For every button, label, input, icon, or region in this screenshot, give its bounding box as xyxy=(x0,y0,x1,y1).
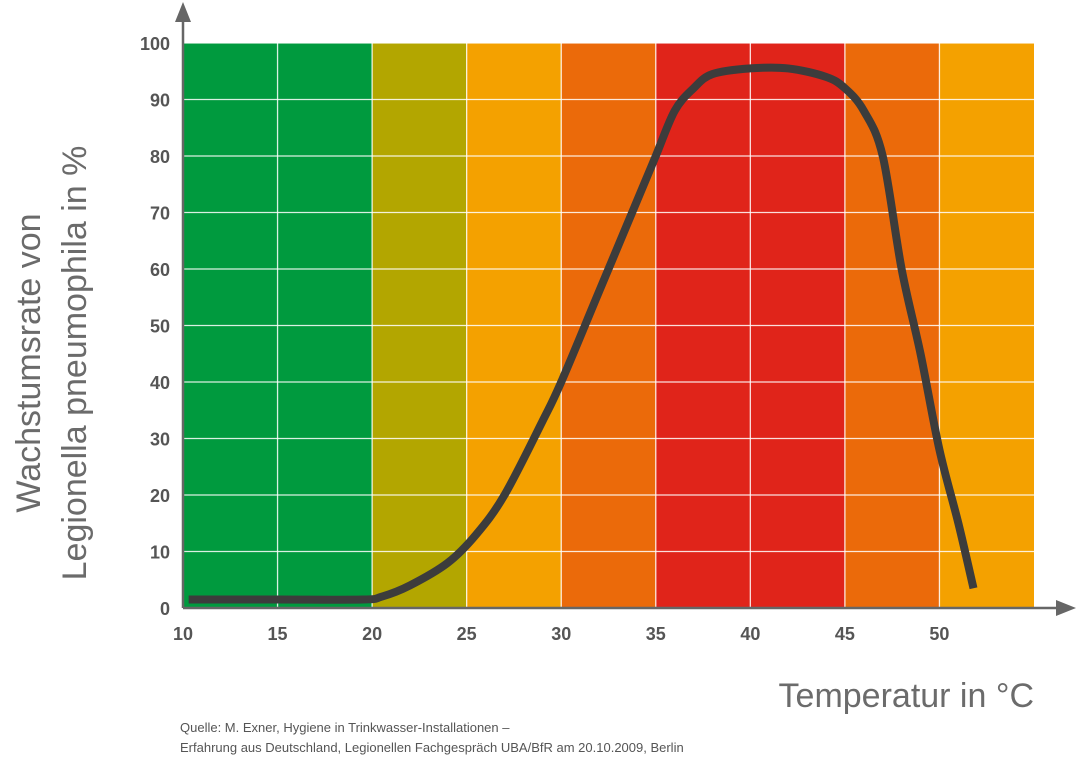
series-layer xyxy=(188,63,978,604)
y-tick-label-4: 40 xyxy=(150,373,170,393)
chart: 10 15 20 25 30 35 40 45 50 010203040506070809010… xyxy=(10,2,1076,715)
axes xyxy=(175,2,1076,616)
y-tick-label-6: 60 xyxy=(150,260,170,280)
x-tick-label-2: 20 xyxy=(362,624,382,644)
x-tick-label-5: 35 xyxy=(646,624,666,644)
x-tick-label-0: 10 xyxy=(173,624,193,644)
y-tick-label-8: 80 xyxy=(150,147,170,167)
y-tick-label-9: 90 xyxy=(150,91,170,111)
source-line-2: Erfahrung aus Deutschland, Legionellen F… xyxy=(180,740,684,755)
x-tick-label-6: 40 xyxy=(740,624,760,644)
source-note: Quelle: M. Exner, Hygiene in Trinkwasser… xyxy=(180,718,684,758)
y-axis-title: Wachstumsrate von Legionella pneumophila… xyxy=(10,146,94,581)
x-axis-title: Temperatur in °C xyxy=(779,677,1034,715)
source-line-1: Quelle: M. Exner, Hygiene in Trinkwasser… xyxy=(180,720,510,735)
x-tick-label-1: 15 xyxy=(268,624,288,644)
x-axis-arrow xyxy=(1056,600,1076,616)
y-axis-title-line-2: Legionella pneumophila in % xyxy=(56,146,94,581)
y-tick-label-10: 100 xyxy=(140,34,170,54)
y-tick-label-1: 10 xyxy=(150,543,170,563)
x-tick-label-4: 30 xyxy=(551,624,571,644)
y-axis-arrow xyxy=(175,2,191,22)
series-line-0 xyxy=(188,63,978,604)
y-tick-label-3: 30 xyxy=(150,430,170,450)
y-tick-label-5: 50 xyxy=(150,317,170,337)
x-tick-label-8: 50 xyxy=(929,624,949,644)
x-tick-label-3: 25 xyxy=(457,624,477,644)
x-tick-labels: 10 15 20 25 30 35 40 45 50 xyxy=(173,624,949,644)
x-tick-label-7: 45 xyxy=(835,624,855,644)
y-tick-labels: 0 10 20 30 40 50 60 70 80 90 100 xyxy=(140,34,170,619)
y-tick-label-0: 0 xyxy=(160,599,170,619)
grid-lines xyxy=(183,42,1034,608)
y-axis-title-line-1: Wachstumsrate von xyxy=(10,213,48,512)
y-tick-label-7: 70 xyxy=(150,204,170,224)
y-tick-label-2: 20 xyxy=(150,486,170,506)
